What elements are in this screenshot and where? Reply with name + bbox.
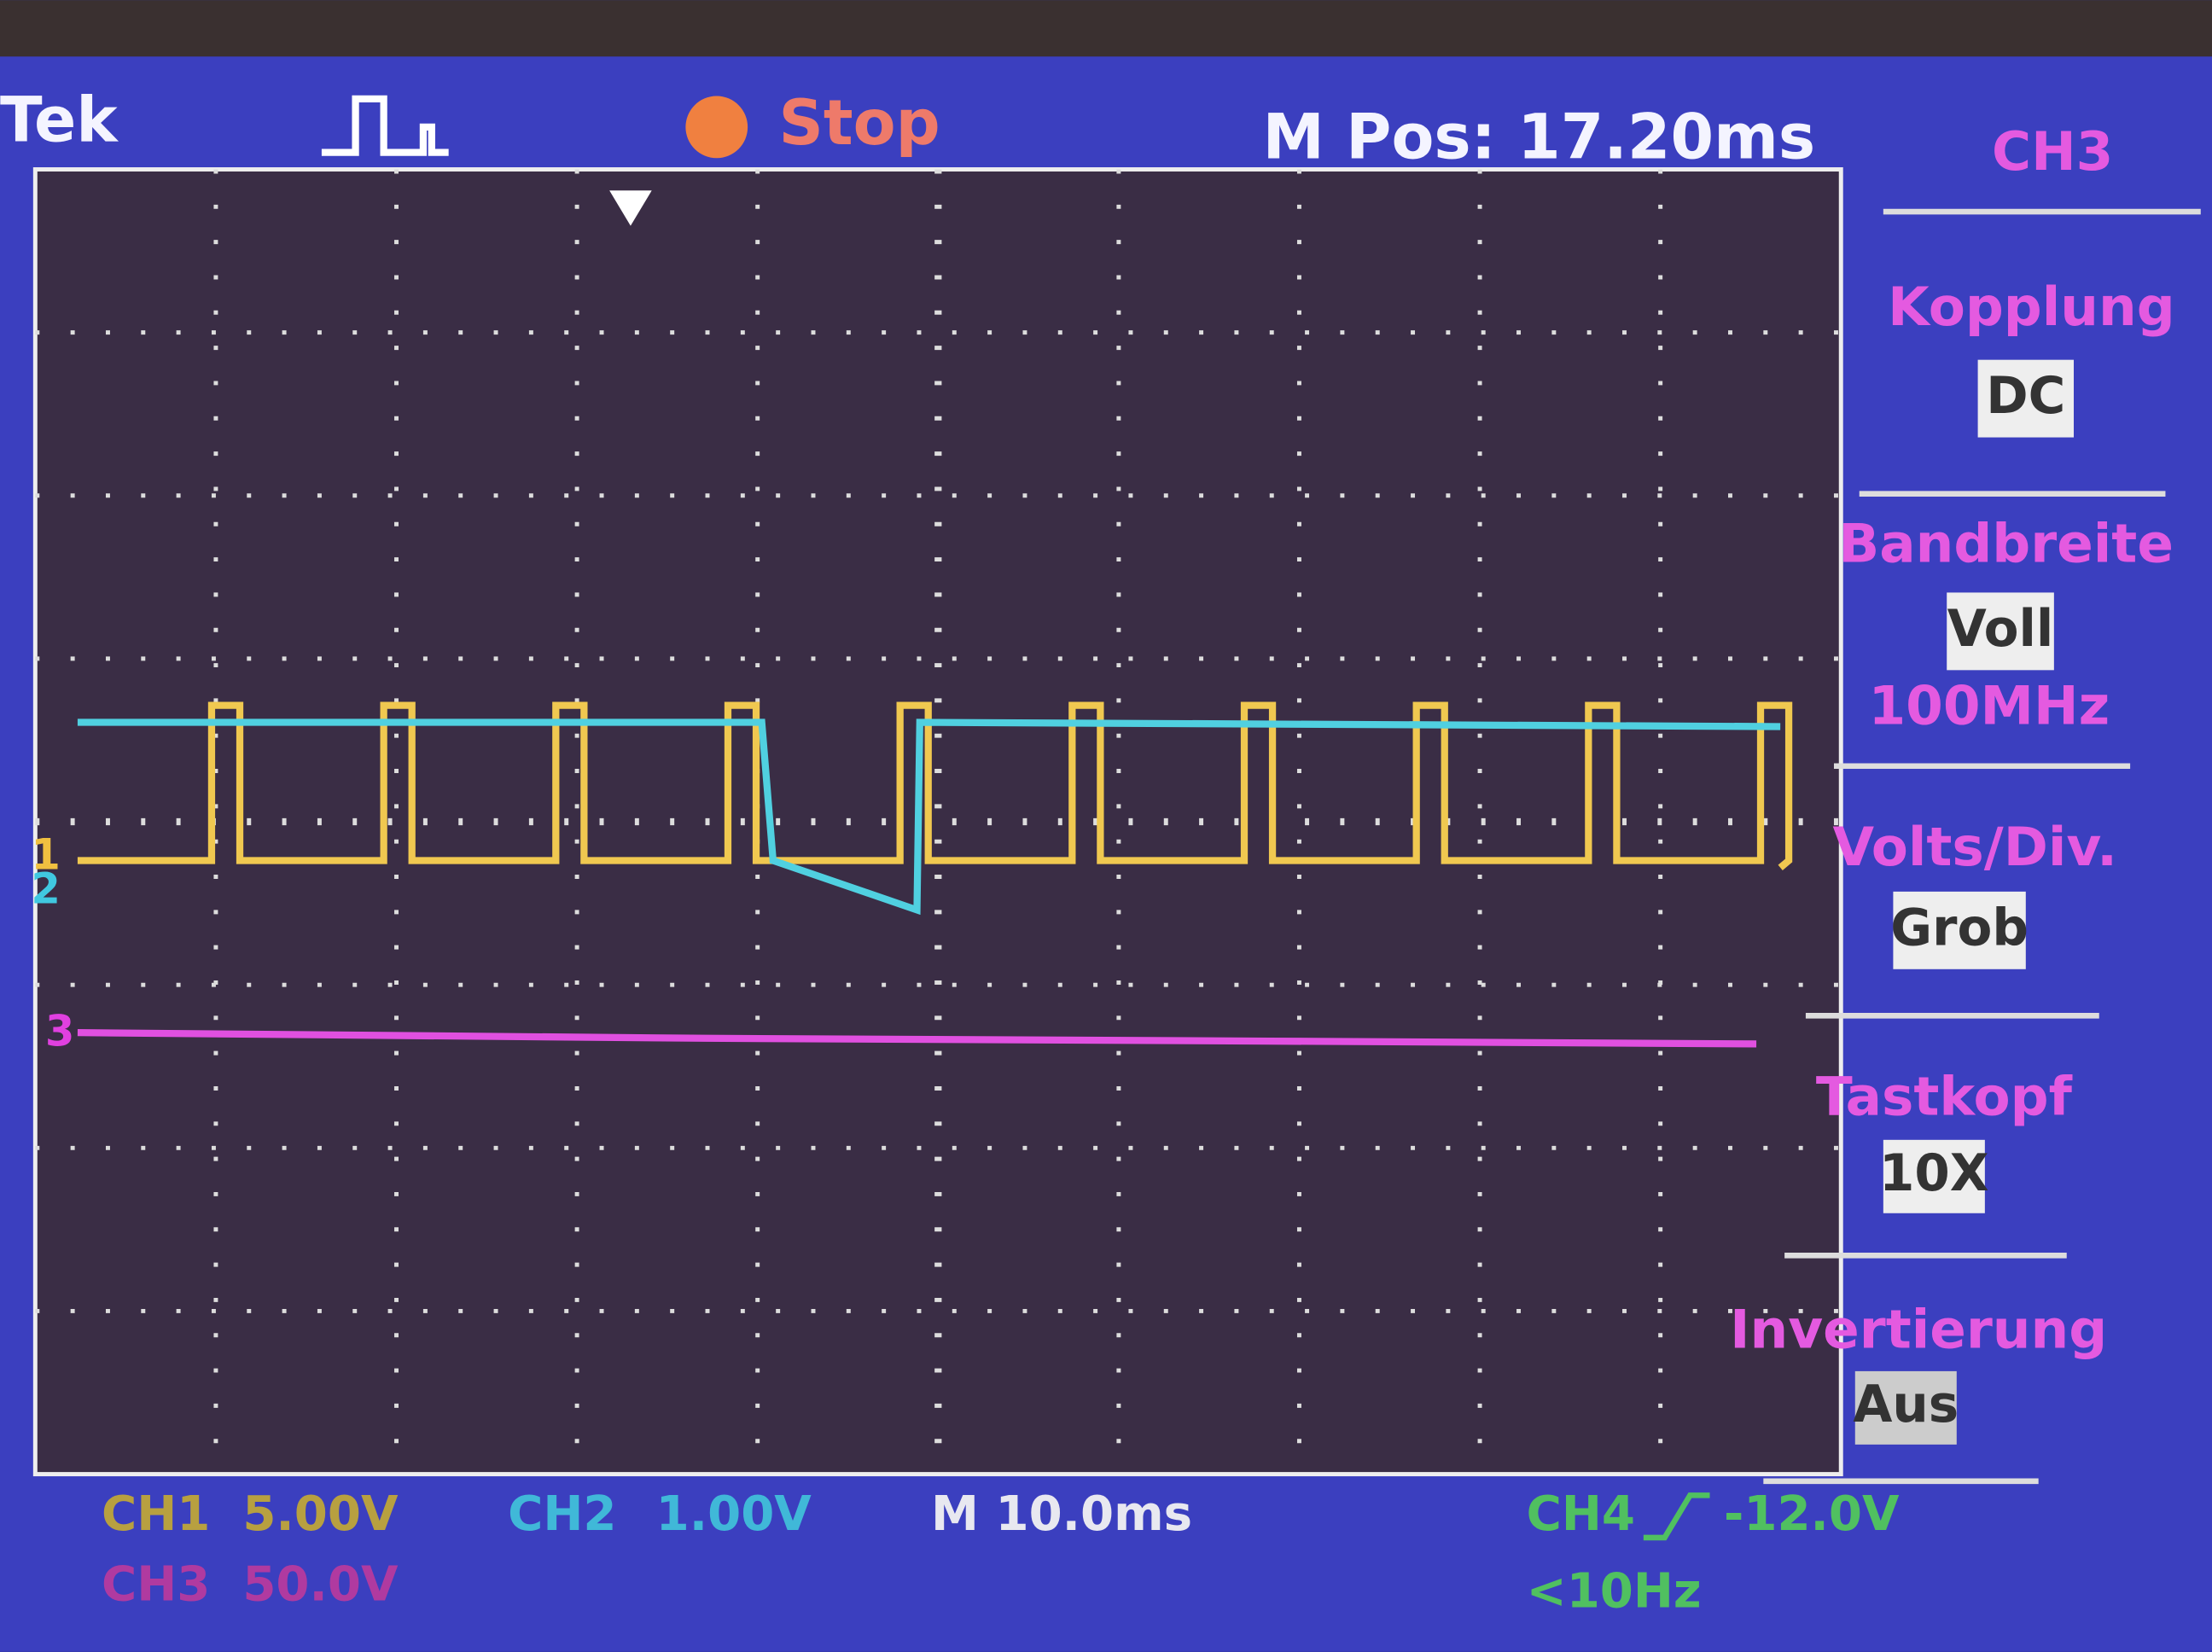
menu-label: Bandbreite — [1838, 513, 2174, 575]
menu-value-box[interactable] — [1883, 1139, 1985, 1213]
menu-value: Voll — [1947, 600, 2053, 659]
menu-label: Tastkopf — [1816, 1066, 2073, 1128]
status-icon — [685, 96, 748, 159]
position: M Pos: 17.20ms — [1262, 101, 1815, 173]
menu-value-box[interactable] — [1947, 592, 2054, 671]
brand: Tek — [0, 84, 119, 157]
menu-value: Grob — [1890, 899, 2029, 957]
menu-title: CH3 — [1992, 120, 2113, 183]
menu-value: Aus — [1853, 1376, 1959, 1434]
menu-value-box[interactable] — [1977, 359, 2074, 438]
menu-value-box[interactable] — [1893, 891, 2026, 969]
trigger-source: CH4 — [1527, 1486, 1635, 1542]
ch2-scale: 1.00V — [656, 1486, 812, 1542]
timebase: M 10.0ms — [931, 1486, 1192, 1542]
status-bar: CH1 5.00V CH2 1.00V M 10.0ms CH4 -12.0V … — [102, 1486, 1900, 1620]
ch1-name: CH1 — [102, 1486, 210, 1542]
trigger-frequency: <10Hz — [1527, 1564, 1702, 1620]
waveforms — [77, 701, 1793, 1048]
acquisition-icon — [321, 95, 449, 156]
plot-area — [32, 167, 1843, 1477]
side-menu: Kopplung DC Bandbreite Voll 100MHz Volts… — [1730, 208, 2201, 1485]
menu-label: Kopplung — [1888, 276, 2175, 338]
menu-label: Volts/Div. — [1833, 816, 2117, 878]
ch3-name: CH3 — [102, 1556, 210, 1612]
ch3-marker: 3 — [45, 1006, 75, 1056]
menu-value: 10X — [1879, 1144, 1989, 1203]
trigger-level: -12.0V — [1724, 1486, 1900, 1542]
ch3-scale: 50.0V — [242, 1556, 399, 1612]
status: Stop — [778, 87, 940, 160]
menu-value-box[interactable] — [1854, 1370, 1957, 1445]
ch2-marker: 2 — [31, 864, 61, 913]
ch1-scale: 5.00V — [242, 1486, 399, 1542]
menu-label: Invertierung — [1730, 1298, 2107, 1360]
ch2-trace — [77, 718, 1781, 916]
ch3-trace — [77, 1029, 1757, 1048]
menu-value: DC — [1986, 367, 2065, 426]
bezel — [0, 0, 2212, 57]
ch1-marker: 1 — [31, 830, 61, 880]
ch2-name: CH2 — [508, 1486, 616, 1542]
trigger-slope-icon — [1643, 1492, 1710, 1541]
menu-extra: 100MHz — [1868, 675, 2110, 737]
ch1-trace — [77, 701, 1793, 870]
trigger-position-marker — [609, 190, 652, 226]
